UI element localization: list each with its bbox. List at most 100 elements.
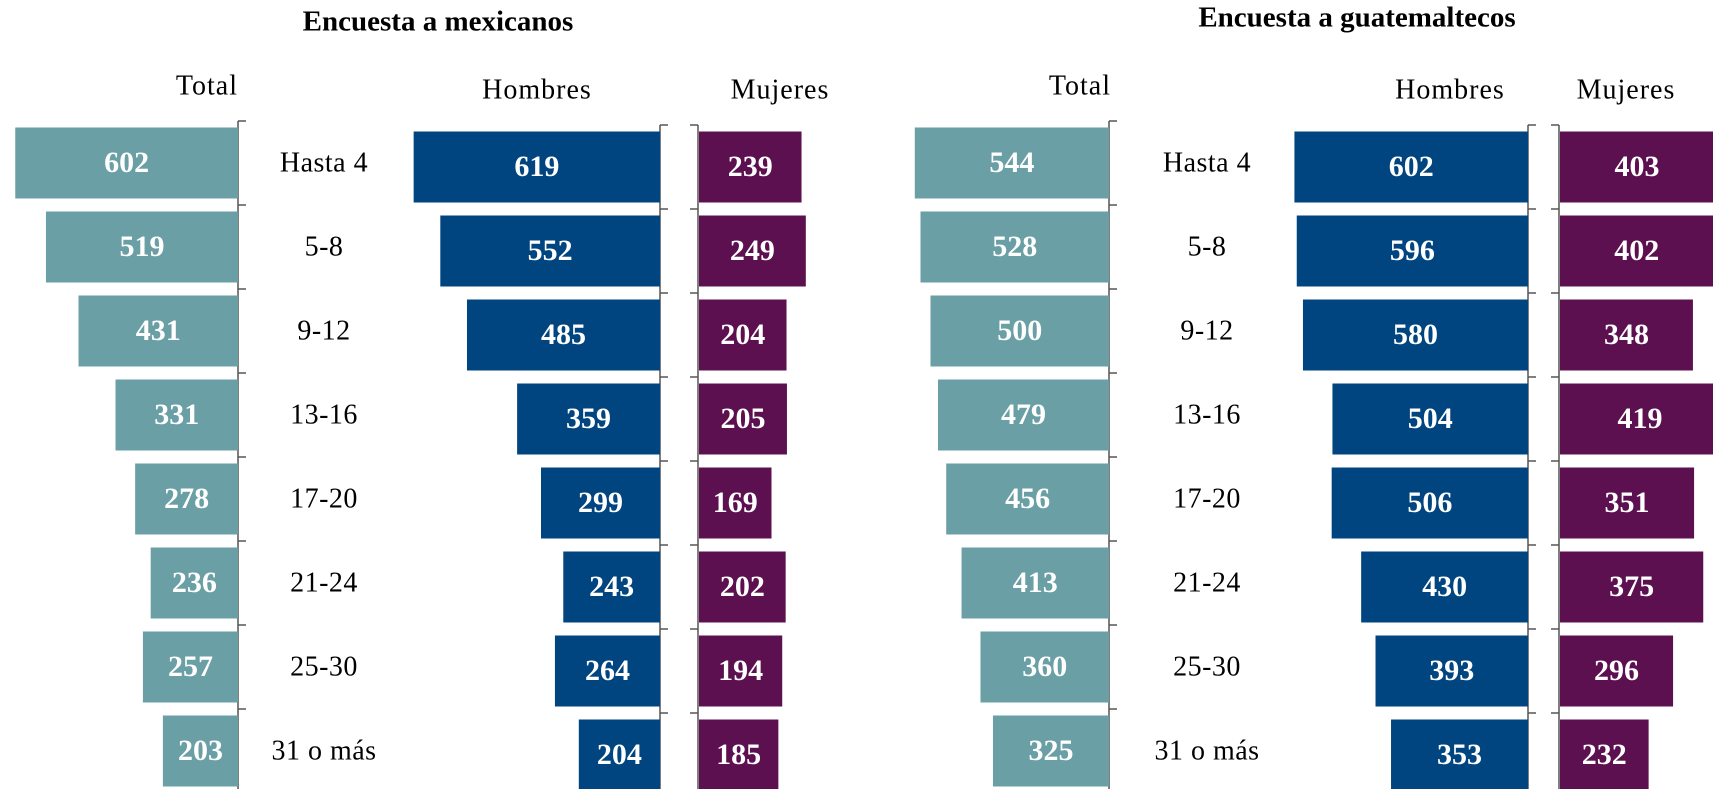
value-label: 325 bbox=[1028, 734, 1073, 767]
value-label: 348 bbox=[1604, 318, 1649, 351]
bar bbox=[992, 715, 1109, 787]
bar bbox=[540, 467, 660, 539]
value-label: 596 bbox=[1390, 234, 1435, 267]
value-label: 203 bbox=[178, 734, 223, 767]
value-label: 169 bbox=[713, 486, 758, 519]
category-label: 9-12 bbox=[1180, 315, 1233, 346]
value-label: 479 bbox=[1001, 398, 1046, 431]
bar bbox=[554, 635, 660, 707]
value-label: 403 bbox=[1614, 150, 1659, 183]
value-label: 204 bbox=[597, 738, 642, 771]
value-label: 202 bbox=[720, 570, 765, 603]
bar bbox=[699, 383, 787, 455]
bar bbox=[1331, 467, 1528, 539]
bar bbox=[1560, 299, 1693, 371]
bar bbox=[440, 215, 660, 287]
category-label: 5-8 bbox=[1188, 231, 1227, 262]
panel-header: Total bbox=[176, 70, 238, 101]
bar bbox=[980, 631, 1109, 703]
chart-title: Encuesta a mexicanos bbox=[303, 6, 574, 38]
bar bbox=[1302, 299, 1528, 371]
value-label: 236 bbox=[172, 566, 217, 599]
value-label: 402 bbox=[1614, 234, 1659, 267]
value-label: 232 bbox=[1582, 738, 1627, 771]
bar bbox=[1560, 383, 1713, 455]
bar bbox=[162, 715, 238, 787]
bar bbox=[15, 127, 239, 199]
value-label: 194 bbox=[718, 654, 763, 687]
category-label: 25-30 bbox=[1173, 651, 1241, 682]
value-label: 359 bbox=[566, 402, 611, 435]
category-label: Hasta 4 bbox=[280, 147, 368, 178]
bar bbox=[466, 299, 660, 371]
category-label: 21-24 bbox=[290, 567, 358, 598]
value-label: 299 bbox=[578, 486, 623, 519]
value-label: 249 bbox=[730, 234, 775, 267]
bar bbox=[413, 131, 660, 203]
category-label: 17-20 bbox=[1173, 483, 1241, 514]
bar bbox=[115, 379, 238, 451]
panel-header: Mujeres bbox=[731, 74, 830, 105]
bar bbox=[930, 295, 1109, 367]
value-label: 602 bbox=[104, 146, 149, 179]
category-label: 13-16 bbox=[1173, 399, 1241, 430]
bar bbox=[699, 215, 806, 287]
bar bbox=[78, 295, 238, 367]
bar bbox=[699, 719, 779, 789]
value-label: 278 bbox=[164, 482, 209, 515]
bar bbox=[920, 211, 1109, 283]
category-label: Hasta 4 bbox=[1163, 147, 1251, 178]
value-label: 528 bbox=[992, 230, 1037, 263]
value-label: 544 bbox=[989, 146, 1034, 179]
value-label: 413 bbox=[1013, 566, 1058, 599]
panel-header: Total bbox=[1049, 70, 1111, 101]
value-label: 257 bbox=[168, 650, 213, 683]
bar bbox=[1375, 635, 1528, 707]
bar bbox=[563, 551, 660, 623]
value-label: 185 bbox=[716, 738, 761, 771]
category-label: 25-30 bbox=[290, 651, 358, 682]
value-label: 506 bbox=[1407, 486, 1452, 519]
value-label: 351 bbox=[1605, 486, 1650, 519]
value-label: 456 bbox=[1005, 482, 1050, 515]
value-label: 360 bbox=[1022, 650, 1067, 683]
category-label: 13-16 bbox=[290, 399, 358, 430]
value-label: 552 bbox=[528, 234, 573, 267]
value-label: 331 bbox=[154, 398, 199, 431]
value-label: 580 bbox=[1393, 318, 1438, 351]
bar bbox=[1560, 719, 1649, 789]
bar bbox=[1560, 131, 1713, 203]
bar bbox=[946, 463, 1109, 535]
bar bbox=[150, 547, 238, 619]
bar bbox=[1560, 551, 1704, 623]
bar bbox=[1391, 719, 1528, 789]
category-label: 9-12 bbox=[297, 315, 350, 346]
bar bbox=[1332, 383, 1528, 455]
value-label: 619 bbox=[514, 150, 559, 183]
bar bbox=[699, 299, 787, 371]
value-label: 393 bbox=[1429, 654, 1474, 687]
bar bbox=[937, 379, 1109, 451]
chart-title: Encuesta a guatemaltecos bbox=[1198, 2, 1515, 34]
value-label: 602 bbox=[1389, 150, 1434, 183]
value-label: 205 bbox=[720, 402, 765, 435]
value-label: 264 bbox=[585, 654, 630, 687]
bar bbox=[1296, 215, 1528, 287]
value-label: 375 bbox=[1609, 570, 1654, 603]
bar bbox=[517, 383, 660, 455]
category-label: 21-24 bbox=[1173, 567, 1241, 598]
value-label: 353 bbox=[1437, 738, 1482, 771]
value-label: 204 bbox=[720, 318, 765, 351]
category-label: 17-20 bbox=[290, 483, 358, 514]
value-label: 504 bbox=[1408, 402, 1453, 435]
value-label: 296 bbox=[1594, 654, 1639, 687]
bar bbox=[961, 547, 1109, 619]
value-label: 239 bbox=[728, 150, 773, 183]
bar bbox=[1361, 551, 1528, 623]
value-label: 419 bbox=[1618, 402, 1663, 435]
bar bbox=[45, 211, 238, 283]
bar bbox=[1294, 131, 1528, 203]
panel-header: Hombres bbox=[482, 74, 592, 105]
bar bbox=[578, 719, 660, 789]
value-label: 519 bbox=[119, 230, 164, 263]
